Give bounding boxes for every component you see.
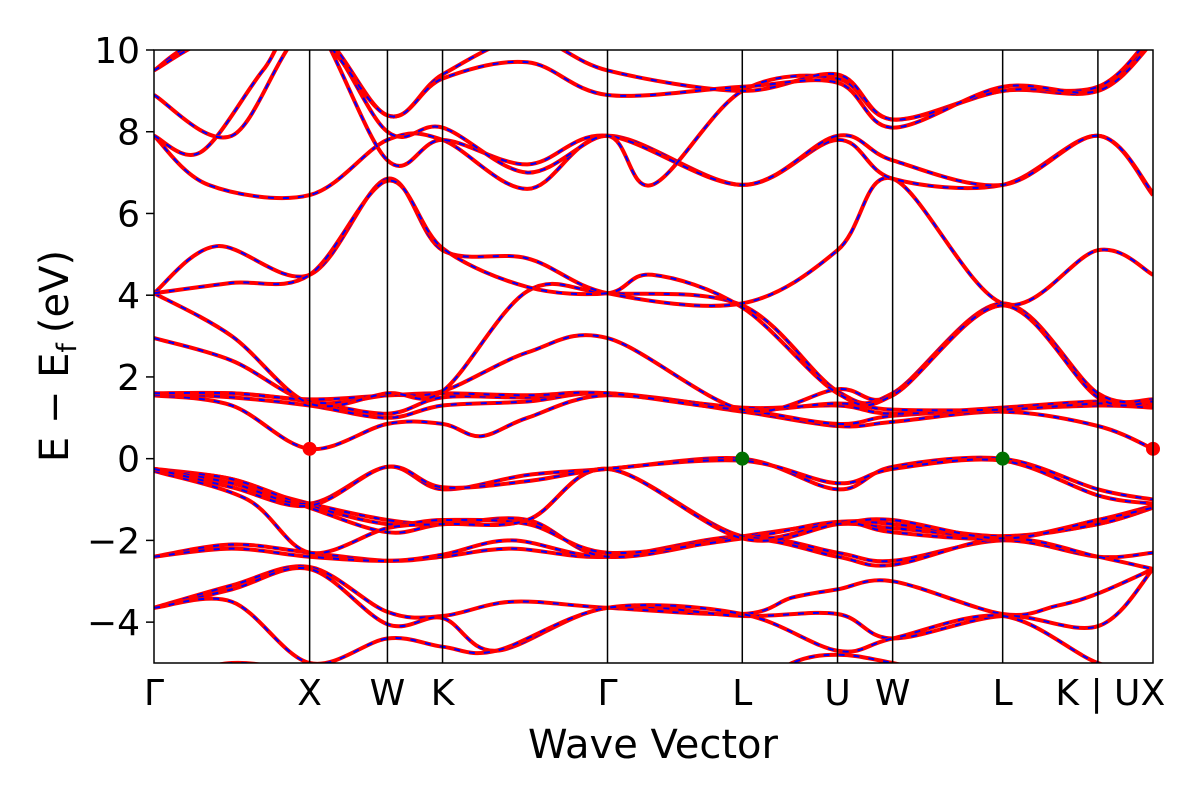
y-tick-label: 0 xyxy=(117,440,140,481)
x-tick-label: K xyxy=(431,673,456,714)
y-axis-title-main: E − E xyxy=(32,353,78,463)
y-axis-title-subscript: f xyxy=(52,342,83,353)
y-tick-label: −2 xyxy=(87,521,140,562)
x-tick-label: K | U xyxy=(1055,673,1140,714)
x-tick-label: W xyxy=(875,673,911,714)
band-overlay-3 xyxy=(154,597,1102,663)
x-tick-label: Γ xyxy=(144,673,164,714)
x-tick-label: X xyxy=(1141,673,1166,714)
x-tick-label: W xyxy=(370,673,406,714)
y-tick-label: 8 xyxy=(117,113,140,154)
x-tick-label: Γ xyxy=(597,673,617,714)
vbm-marker xyxy=(735,451,750,466)
x-axis-title: Wave Vector xyxy=(528,722,779,768)
band-overlay-19 xyxy=(154,179,1153,407)
vbm-marker xyxy=(995,451,1010,466)
band-overlay-8 xyxy=(154,467,1153,540)
y-tick-label: 6 xyxy=(117,194,140,235)
x-tick-label: L xyxy=(993,673,1013,714)
y-tick-label: −4 xyxy=(87,603,140,644)
y-tick-label: 10 xyxy=(94,31,140,72)
kpath-lines xyxy=(308,50,1099,663)
plot-frame xyxy=(153,49,1154,664)
band-overlay-21 xyxy=(154,50,1153,194)
x-tick-label: L xyxy=(732,673,752,714)
y-axis: −4 −2 0 2 4 6 8 10 xyxy=(87,31,154,644)
y-axis-title: E − Ef (eV) xyxy=(32,250,83,462)
y-tick-label: 2 xyxy=(117,358,140,399)
y-tick-label: 4 xyxy=(117,276,140,317)
x-tick-label: X xyxy=(297,673,322,714)
x-tick-label: U xyxy=(824,673,850,714)
y-axis-title-unit: (eV) xyxy=(32,250,78,333)
cbm-marker xyxy=(302,441,317,456)
